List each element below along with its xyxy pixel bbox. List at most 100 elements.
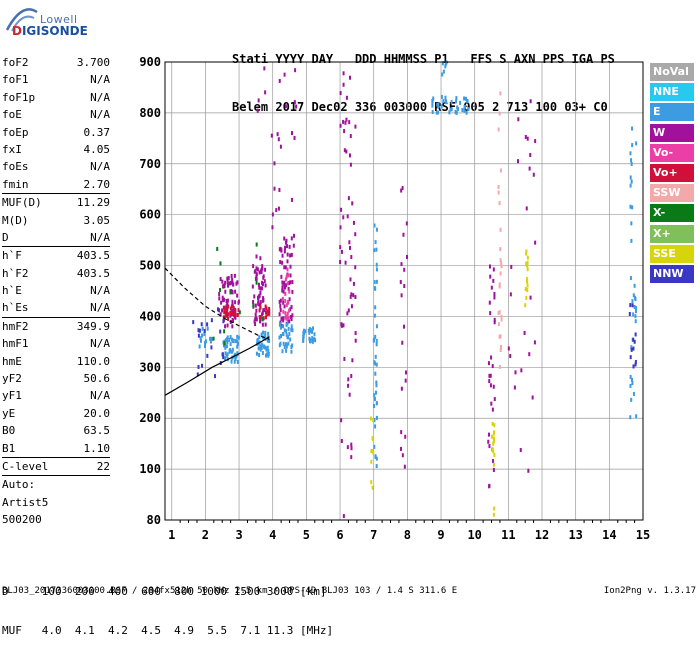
echo-mark: [374, 354, 377, 359]
echo-mark: [526, 260, 529, 265]
echo-mark: [531, 395, 534, 400]
echo-mark: [375, 464, 378, 469]
echo-mark: [371, 436, 374, 441]
param-value: N/A: [90, 337, 110, 351]
echo-mark: [352, 293, 355, 298]
echo-mark: [257, 301, 260, 306]
echo-mark: [514, 370, 517, 375]
echo-mark: [201, 363, 204, 368]
echo-mark: [526, 279, 529, 284]
echo-mark: [206, 326, 209, 331]
echo-mark: [262, 330, 265, 335]
echo-mark: [287, 341, 290, 346]
echo-mark: [630, 345, 633, 350]
echo-mark: [234, 356, 237, 361]
echo-mark: [311, 339, 314, 344]
echo-mark: [254, 322, 257, 327]
echo-mark: [219, 261, 222, 266]
echo-mark: [403, 464, 406, 469]
echo-mark: [350, 446, 353, 451]
echo-mark: [629, 415, 632, 420]
param-value: 2.70: [83, 177, 111, 191]
echo-mark: [260, 332, 263, 337]
echo-mark: [205, 339, 208, 344]
echo-mark: [206, 353, 209, 358]
param-row: yF2 50.6: [2, 370, 110, 387]
echo-mark: [284, 104, 287, 109]
version-label: Ion2Png v. 1.3.17: [603, 586, 696, 596]
echo-mark: [290, 252, 293, 257]
x-tick-label: 2: [202, 528, 209, 542]
echo-mark: [286, 311, 289, 316]
param-value: N/A: [90, 284, 110, 298]
echo-mark: [631, 381, 634, 386]
echo-mark: [525, 206, 528, 211]
echo-mark: [350, 374, 353, 379]
echo-mark: [375, 324, 378, 329]
echo-mark: [277, 137, 280, 142]
echo-mark: [348, 240, 351, 245]
echo-mark: [285, 329, 288, 334]
param-row: C-level 22: [2, 458, 110, 475]
param-name: foE: [2, 108, 22, 122]
echo-mark: [628, 311, 631, 316]
param-separator: [2, 316, 110, 318]
echo-mark: [487, 439, 490, 444]
echo-mark: [450, 100, 453, 105]
echo-mark: [489, 383, 492, 388]
echo-mark: [401, 186, 404, 191]
echo-mark: [629, 276, 632, 281]
echo-mark: [228, 281, 231, 286]
echo-mark: [266, 352, 269, 357]
echo-mark: [284, 291, 287, 296]
echo-mark: [372, 338, 375, 343]
echo-mark: [374, 240, 377, 245]
echo-mark: [372, 418, 375, 423]
echo-mark: [533, 340, 536, 345]
echo-mark: [258, 308, 261, 313]
param-name: fxI: [2, 142, 22, 156]
echo-mark: [492, 512, 495, 517]
echo-mark: [257, 282, 260, 287]
param-name: h`F: [2, 249, 22, 263]
echo-mark: [435, 110, 438, 115]
echo-mark: [255, 272, 258, 277]
echo-mark: [192, 320, 195, 325]
param-row: hmF2 349.9: [2, 318, 110, 335]
echo-mark: [373, 313, 376, 318]
param-name: yF2: [2, 372, 22, 386]
echo-mark: [375, 262, 378, 267]
echo-mark: [264, 90, 267, 95]
echo-mark: [255, 317, 258, 322]
echo-mark: [264, 333, 267, 338]
y-tick-label: 400: [139, 309, 161, 323]
echo-mark: [252, 303, 255, 308]
echo-mark: [288, 308, 291, 313]
echo-mark: [222, 319, 225, 324]
echo-mark: [343, 148, 346, 153]
echo-mark: [633, 283, 636, 288]
echo-mark: [251, 284, 254, 289]
echo-mark: [229, 310, 232, 315]
echo-mark: [488, 484, 491, 489]
echo-mark: [227, 316, 230, 321]
echo-mark: [487, 361, 490, 366]
echo-mark: [441, 72, 444, 77]
echo-mark: [492, 462, 495, 467]
legend-item: X-: [650, 204, 694, 223]
echo-mark: [289, 337, 292, 342]
echo-mark: [404, 378, 407, 383]
echo-mark: [224, 324, 227, 329]
echo-mark: [278, 78, 281, 83]
echo-mark: [632, 312, 635, 317]
param-row: Auto:: [2, 476, 110, 493]
echo-mark: [290, 317, 293, 322]
echo-mark: [286, 267, 289, 272]
echo-mark: [307, 328, 310, 333]
echo-mark: [374, 390, 377, 395]
echo-mark: [349, 277, 352, 282]
echo-mark: [252, 299, 255, 304]
x-tick-label: 14: [602, 528, 616, 542]
param-row: 500200: [2, 511, 110, 528]
echo-mark: [283, 249, 286, 254]
